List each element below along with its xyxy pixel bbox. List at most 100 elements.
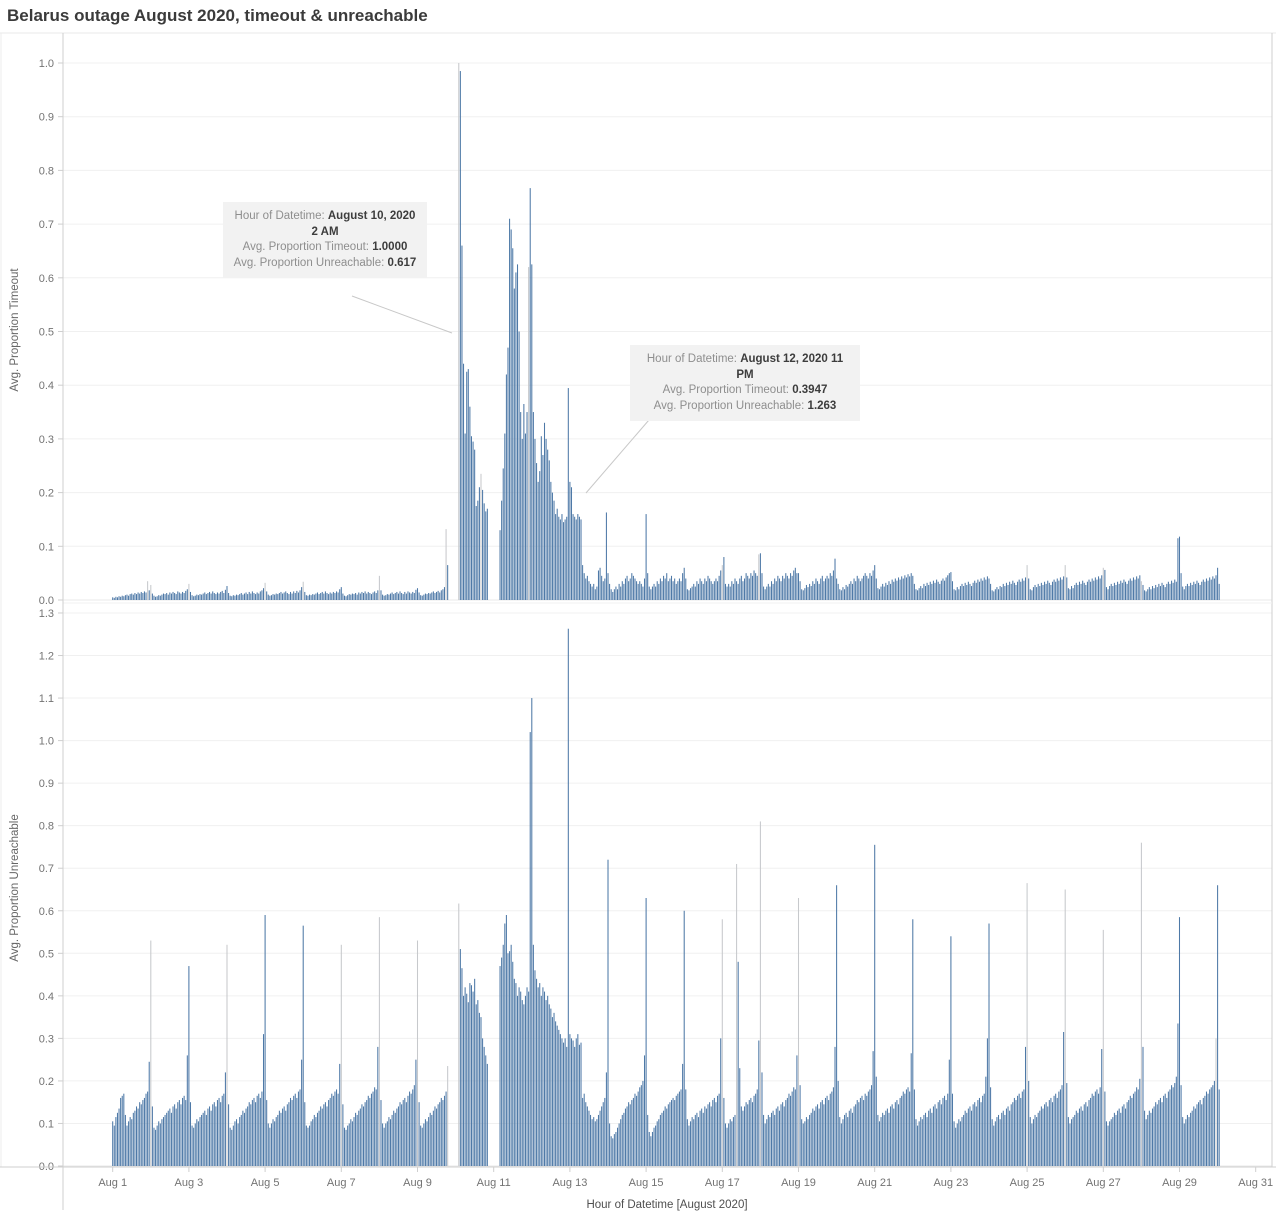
bar-unreachable[interactable] xyxy=(785,1100,787,1166)
bar-unreachable[interactable] xyxy=(840,1123,842,1166)
bar-timeout[interactable] xyxy=(942,578,944,600)
bar-unreachable[interactable] xyxy=(847,1117,849,1166)
bar-unreachable[interactable] xyxy=(389,1119,392,1166)
bar-unreachable[interactable] xyxy=(274,1121,276,1166)
bar-unreachable[interactable] xyxy=(596,1119,598,1166)
bar-timeout[interactable] xyxy=(1026,565,1028,601)
bar-unreachable[interactable] xyxy=(401,1104,403,1166)
bar-unreachable[interactable] xyxy=(685,1089,687,1166)
bar-timeout[interactable] xyxy=(770,581,773,601)
bar-timeout[interactable] xyxy=(240,593,242,600)
bar-unreachable[interactable] xyxy=(937,1102,939,1166)
bar-unreachable[interactable] xyxy=(553,1012,555,1166)
bar-unreachable[interactable] xyxy=(229,1127,231,1166)
bar-timeout[interactable] xyxy=(993,591,995,600)
bar-timeout[interactable] xyxy=(944,580,946,600)
bar-unreachable[interactable] xyxy=(513,978,515,1166)
bar-unreachable[interactable] xyxy=(161,1119,163,1166)
bar-unreachable[interactable] xyxy=(801,1119,803,1166)
bar-timeout[interactable] xyxy=(216,592,218,600)
bar-unreachable[interactable] xyxy=(280,1112,282,1166)
bar-timeout[interactable] xyxy=(1002,583,1004,600)
bar-timeout[interactable] xyxy=(1137,578,1139,600)
bar-timeout[interactable] xyxy=(824,578,827,600)
bar-unreachable[interactable] xyxy=(1005,1108,1007,1166)
bar-unreachable[interactable] xyxy=(821,1100,823,1166)
bar-timeout[interactable] xyxy=(329,592,331,600)
bar-timeout[interactable] xyxy=(156,596,158,600)
bar-timeout[interactable] xyxy=(483,503,485,600)
bar-unreachable[interactable] xyxy=(623,1112,625,1166)
bar-unreachable[interactable] xyxy=(782,1102,784,1166)
bar-unreachable[interactable] xyxy=(1159,1097,1161,1166)
bar-timeout[interactable] xyxy=(474,449,476,600)
bar-unreachable[interactable] xyxy=(436,1108,438,1166)
bar-unreachable[interactable] xyxy=(842,1119,844,1166)
bar-timeout[interactable] xyxy=(748,578,750,600)
bar-timeout[interactable] xyxy=(874,565,876,601)
bar-timeout[interactable] xyxy=(543,422,546,600)
bar-timeout[interactable] xyxy=(1088,579,1090,600)
bar-unreachable[interactable] xyxy=(243,1112,245,1166)
bar-unreachable[interactable] xyxy=(796,1055,798,1166)
bar-unreachable[interactable] xyxy=(412,1089,414,1166)
bar-unreachable[interactable] xyxy=(867,1091,869,1166)
bar-unreachable[interactable] xyxy=(1144,1110,1146,1166)
bar-unreachable[interactable] xyxy=(432,1110,434,1166)
bar-unreachable[interactable] xyxy=(1185,1119,1187,1166)
bar-timeout[interactable] xyxy=(828,578,830,600)
bar-timeout[interactable] xyxy=(326,593,328,600)
bar-timeout[interactable] xyxy=(971,586,973,600)
bar-unreachable[interactable] xyxy=(297,1091,299,1166)
bar-timeout[interactable] xyxy=(386,594,388,600)
bar-unreachable[interactable] xyxy=(577,1034,579,1166)
bar-unreachable[interactable] xyxy=(294,1093,296,1166)
bar-timeout[interactable] xyxy=(613,589,615,600)
bar-timeout[interactable] xyxy=(688,590,690,600)
bar-unreachable[interactable] xyxy=(712,1100,714,1166)
bar-timeout[interactable] xyxy=(567,388,569,600)
bar-unreachable[interactable] xyxy=(502,944,504,1166)
bar-timeout[interactable] xyxy=(255,594,257,600)
bar-timeout[interactable] xyxy=(936,579,938,600)
bar-unreachable[interactable] xyxy=(951,1093,954,1166)
bar-timeout[interactable] xyxy=(982,580,984,600)
bar-unreachable[interactable] xyxy=(1107,1125,1109,1166)
bar-timeout[interactable] xyxy=(464,433,466,600)
bar-unreachable[interactable] xyxy=(961,1117,963,1166)
bar-unreachable[interactable] xyxy=(439,1102,441,1166)
bar-unreachable[interactable] xyxy=(1017,1095,1019,1166)
bar-timeout[interactable] xyxy=(712,583,714,600)
bar-timeout[interactable] xyxy=(331,593,333,600)
bar-unreachable[interactable] xyxy=(128,1121,130,1166)
bar-timeout[interactable] xyxy=(269,595,271,600)
bar-unreachable[interactable] xyxy=(807,1119,809,1166)
bar-unreachable[interactable] xyxy=(994,1121,996,1166)
bar-timeout[interactable] xyxy=(285,591,287,600)
bar-unreachable[interactable] xyxy=(566,1046,568,1166)
bar-timeout[interactable] xyxy=(729,586,731,601)
bar-timeout[interactable] xyxy=(294,593,296,600)
bar-timeout[interactable] xyxy=(872,570,874,601)
bar-timeout[interactable] xyxy=(1029,589,1031,600)
bar-timeout[interactable] xyxy=(415,589,417,600)
bar-timeout[interactable] xyxy=(1151,586,1154,600)
bar-timeout[interactable] xyxy=(737,583,739,600)
bar-unreachable[interactable] xyxy=(637,1091,639,1166)
bar-unreachable[interactable] xyxy=(797,898,800,1166)
bar-unreachable[interactable] xyxy=(880,1117,882,1166)
bar-timeout[interactable] xyxy=(588,581,590,601)
bar-unreachable[interactable] xyxy=(337,1093,339,1166)
bar-unreachable[interactable] xyxy=(321,1108,323,1166)
bar-timeout[interactable] xyxy=(539,471,541,600)
bar-timeout[interactable] xyxy=(1123,579,1125,600)
bar-timeout[interactable] xyxy=(648,586,650,601)
bar-unreachable[interactable] xyxy=(1045,1102,1047,1166)
bar-unreachable[interactable] xyxy=(818,1108,820,1166)
bar-timeout[interactable] xyxy=(126,594,128,600)
bar-unreachable[interactable] xyxy=(804,1121,806,1166)
bar-unreachable[interactable] xyxy=(931,1112,933,1166)
bar-timeout[interactable] xyxy=(131,593,133,600)
bar-timeout[interactable] xyxy=(366,593,368,600)
bar-unreachable[interactable] xyxy=(189,1102,192,1166)
